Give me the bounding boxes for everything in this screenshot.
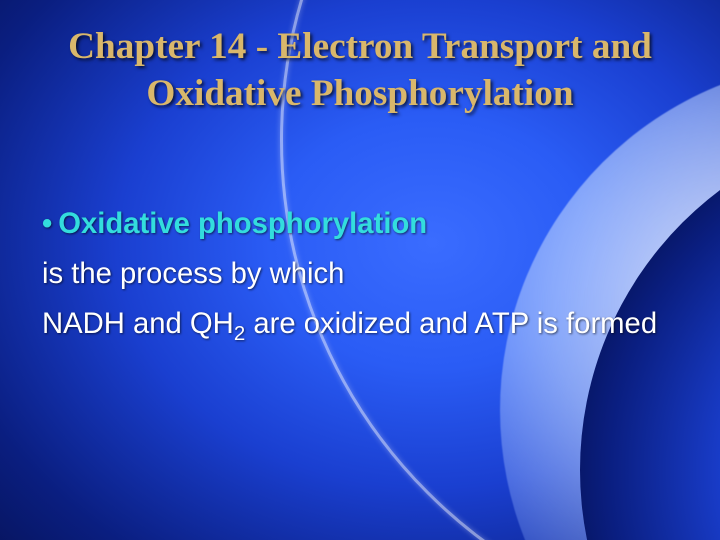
line3-pre: NADH and QH — [42, 308, 234, 340]
highlight-term: Oxidative phosphorylation — [58, 200, 427, 250]
line3-subscript: 2 — [234, 321, 245, 344]
body-line-3: NADH and QH2 are oxidized and ATP is for… — [42, 300, 660, 350]
slide-body: • Oxidative phosphorylation is the proce… — [42, 200, 660, 349]
title-line-1: Chapter 14 - Electron Transport and — [60, 24, 660, 71]
line3-post: are oxidized and ATP is formed — [245, 308, 657, 340]
slide-title: Chapter 14 - Electron Transport and Oxid… — [60, 24, 660, 117]
bullet-marker: • — [42, 200, 52, 250]
presentation-slide: Chapter 14 - Electron Transport and Oxid… — [0, 0, 720, 540]
title-line-2: Oxidative Phosphorylation — [60, 71, 660, 118]
body-line-2: is the process by which — [42, 250, 660, 300]
bullet-item: • Oxidative phosphorylation — [42, 200, 660, 250]
